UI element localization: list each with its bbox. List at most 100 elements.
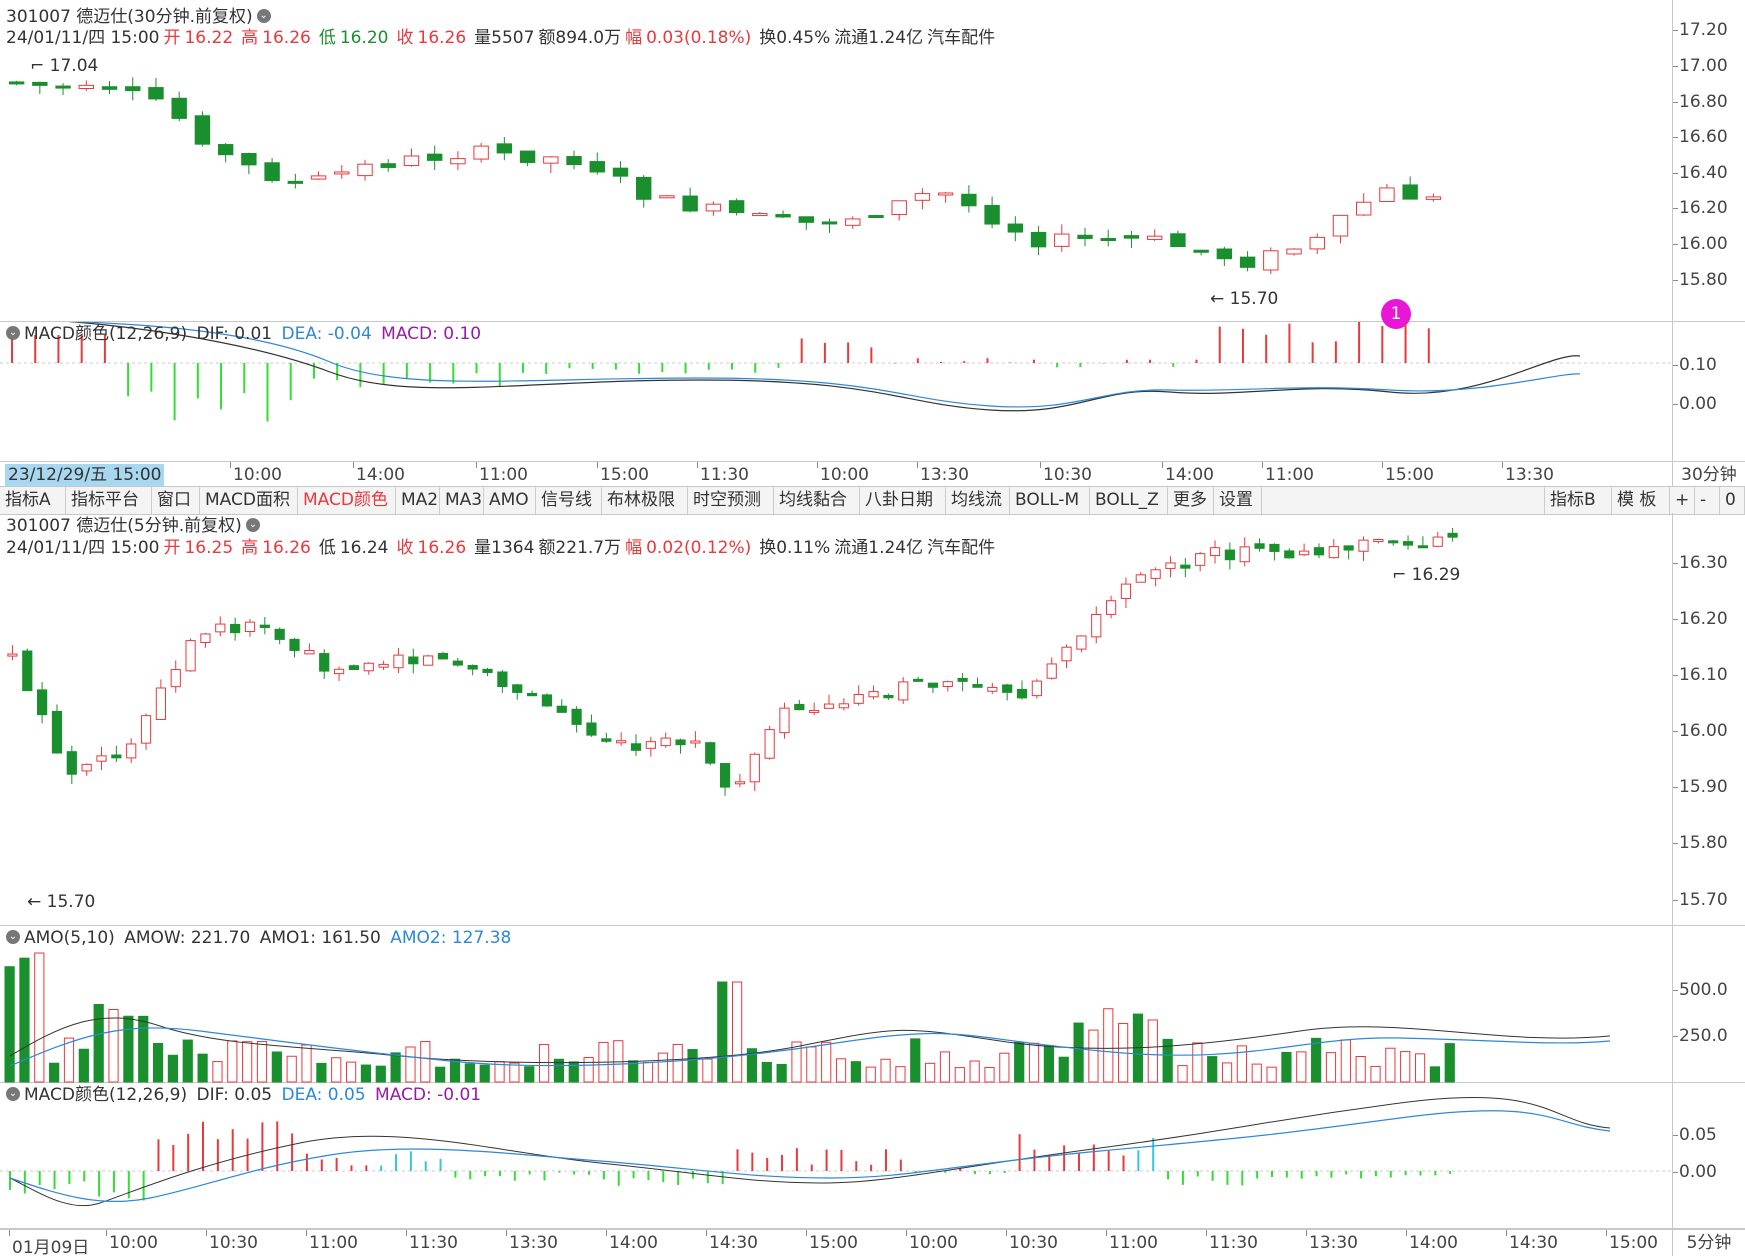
toolbar-item[interactable]: BOLL_Z — [1090, 487, 1168, 514]
bottom-low: 低 16.24 — [318, 538, 389, 558]
candle-body — [821, 221, 838, 225]
bottom-ytick: 16.00 — [1673, 721, 1728, 741]
toolbar-item[interactable]: AMO — [484, 487, 536, 514]
toolbar-item[interactable]: 信号线 — [536, 487, 602, 514]
top-kline-panel[interactable]: 301007 德迈仕(30分钟.前复权) ⌄ 24/01/11/四 15:00 开 1… — [0, 0, 1745, 329]
top-ytick: 16.00 — [1673, 234, 1728, 254]
bottom-kline-panel[interactable]: 301007 德迈仕(5分钟.前复权) ⌄ 24/01/11/四 15:00 开 16… — [0, 513, 1745, 926]
amo-bar — [271, 1051, 282, 1083]
time-label: 14:30 — [1506, 1230, 1558, 1253]
bottom-volume: 量1364 — [474, 538, 535, 558]
toolbar-item[interactable]: MA2 — [396, 487, 440, 514]
bottom-macd-dif: DIF: 0.05 — [196, 1085, 273, 1105]
toolbar-item[interactable]: 八卦日期 — [860, 487, 946, 514]
top-time-axis: 23/12/29/五 15:00 10:00 14:00 11:00 15:00… — [0, 461, 1745, 488]
amo-bar — [939, 1051, 951, 1083]
amo-line-2 — [9, 1027, 1611, 1067]
candle-body — [823, 703, 835, 709]
bottom-period-button[interactable]: 5分钟 — [1672, 1230, 1745, 1256]
dea-line — [68, 322, 1581, 408]
candle-body — [473, 145, 489, 160]
candle-body — [942, 681, 953, 688]
time-label: 15:00 — [1382, 462, 1434, 485]
candle-body — [126, 743, 137, 759]
toolbar-item[interactable]: 均线黏合 — [774, 487, 860, 514]
toolbar-item[interactable]: 指标平台 — [66, 487, 152, 514]
toolbar-item[interactable]: 均线流 — [946, 487, 1010, 514]
amo-ytick: 250.0 — [1673, 1026, 1728, 1046]
amo-bar — [1251, 1063, 1262, 1083]
amo-bar — [152, 1042, 164, 1083]
candle-body — [589, 161, 605, 173]
toolbar-right-item[interactable]: 指标B — [1544, 487, 1612, 514]
top-macd-panel[interactable]: ⌄ MACD颜色(12,26,9) DIF: 0.01 DEA: -0.04 MA… — [0, 322, 1745, 462]
toolbar-item[interactable]: 设置 — [1214, 487, 1262, 514]
amo-bar — [301, 1044, 312, 1083]
top-candles-svg[interactable] — [0, 0, 1672, 322]
chevron-down-icon[interactable]: ⌄ — [6, 326, 20, 340]
candle-body — [1180, 564, 1191, 569]
candle-body — [868, 691, 879, 698]
amo-bar — [999, 1052, 1010, 1083]
amo-panel[interactable]: ⌄ AMO(5,10) AMOW: 221.70 AMO1: 161.50 AMO… — [0, 926, 1745, 1083]
candle-body — [170, 669, 181, 688]
zoom-reset-button[interactable]: 0 — [1720, 487, 1745, 514]
time-label: 11:00 — [1262, 462, 1314, 485]
chevron-down-icon[interactable]: ⌄ — [6, 930, 20, 944]
zoom-out-button[interactable]: - — [1695, 487, 1720, 514]
toolbar-right-item[interactable]: 模 板 — [1612, 487, 1670, 514]
bottom-macd-panel[interactable]: ⌄ MACD颜色(12,26,9) DIF: 0.05 DEA: 0.05 MAC… — [0, 1083, 1745, 1229]
cursor-time-label: 23/12/29/五 15:00 — [5, 464, 165, 486]
toolbar-item[interactable]: 布林极限 — [602, 487, 688, 514]
amo-bar — [702, 1058, 713, 1083]
candle-body — [333, 668, 345, 675]
candle-body — [1105, 600, 1117, 615]
amo-bar — [538, 1043, 550, 1083]
bottom-info-line: 24/01/11/四 15:00 开 16.25 高 16.26 低 16.24 收 16.26… — [6, 538, 999, 558]
toolbar-item[interactable]: MACD面积 — [200, 487, 298, 514]
dif-line — [67, 322, 1581, 412]
amo-bar — [553, 1058, 565, 1083]
bottom-date: 24/01/11/四 15:00 — [6, 538, 160, 558]
top-date: 24/01/11/四 15:00 — [6, 28, 160, 48]
bottom-macd-dea: DEA: 0.05 — [281, 1085, 366, 1105]
top-period-button[interactable]: 30分钟 — [1672, 462, 1745, 488]
candle-body — [482, 668, 493, 673]
amo-bar — [182, 1039, 193, 1083]
amo-bar — [331, 1057, 342, 1083]
candle-body — [215, 623, 226, 633]
candle-body — [838, 703, 849, 709]
toolbar-item[interactable]: BOLL-M — [1010, 487, 1090, 514]
chevron-down-icon[interactable]: ⌄ — [245, 518, 260, 532]
top-macd-axis: 0.10 0.00 — [1672, 322, 1745, 461]
time-label: 14:00 — [353, 462, 405, 485]
amo-bar — [108, 1008, 119, 1083]
amo-ytick: 500.0 — [1673, 980, 1728, 1000]
chevron-down-icon[interactable]: ⌄ — [6, 1087, 20, 1101]
candle-body — [7, 653, 18, 657]
toolbar-item[interactable]: 窗口 — [152, 487, 200, 514]
toolbar-item[interactable]: 时空预测 — [688, 487, 774, 514]
candle-body — [601, 738, 612, 742]
candle-body — [1358, 539, 1369, 552]
toolbar-item[interactable]: MA3 — [440, 487, 484, 514]
toolbar-item[interactable]: 指标A — [0, 487, 66, 514]
amo-bar — [835, 1058, 847, 1083]
toolbar-item[interactable]: 更多 — [1168, 487, 1214, 514]
candle-body — [1286, 248, 1302, 255]
candle-body — [541, 694, 553, 707]
chevron-down-icon[interactable]: ⌄ — [256, 9, 271, 23]
amo-bar — [746, 1048, 758, 1083]
candle-body — [914, 193, 931, 201]
candle-body — [171, 97, 187, 119]
toolbar-item-active[interactable]: MACD颜色 — [298, 487, 396, 514]
top-ytick: 16.60 — [1673, 127, 1728, 147]
amo-bar — [1385, 1047, 1396, 1083]
zoom-in-button[interactable]: + — [1670, 487, 1695, 514]
bottom-title-text: 301007 德迈仕(5分钟.前复权) — [6, 516, 242, 536]
amo-bar — [568, 1061, 579, 1083]
candle-body — [1356, 201, 1372, 216]
bottom-candles-svg[interactable] — [0, 513, 1672, 926]
amo-bar — [1207, 1056, 1218, 1083]
candle-body — [200, 633, 211, 644]
